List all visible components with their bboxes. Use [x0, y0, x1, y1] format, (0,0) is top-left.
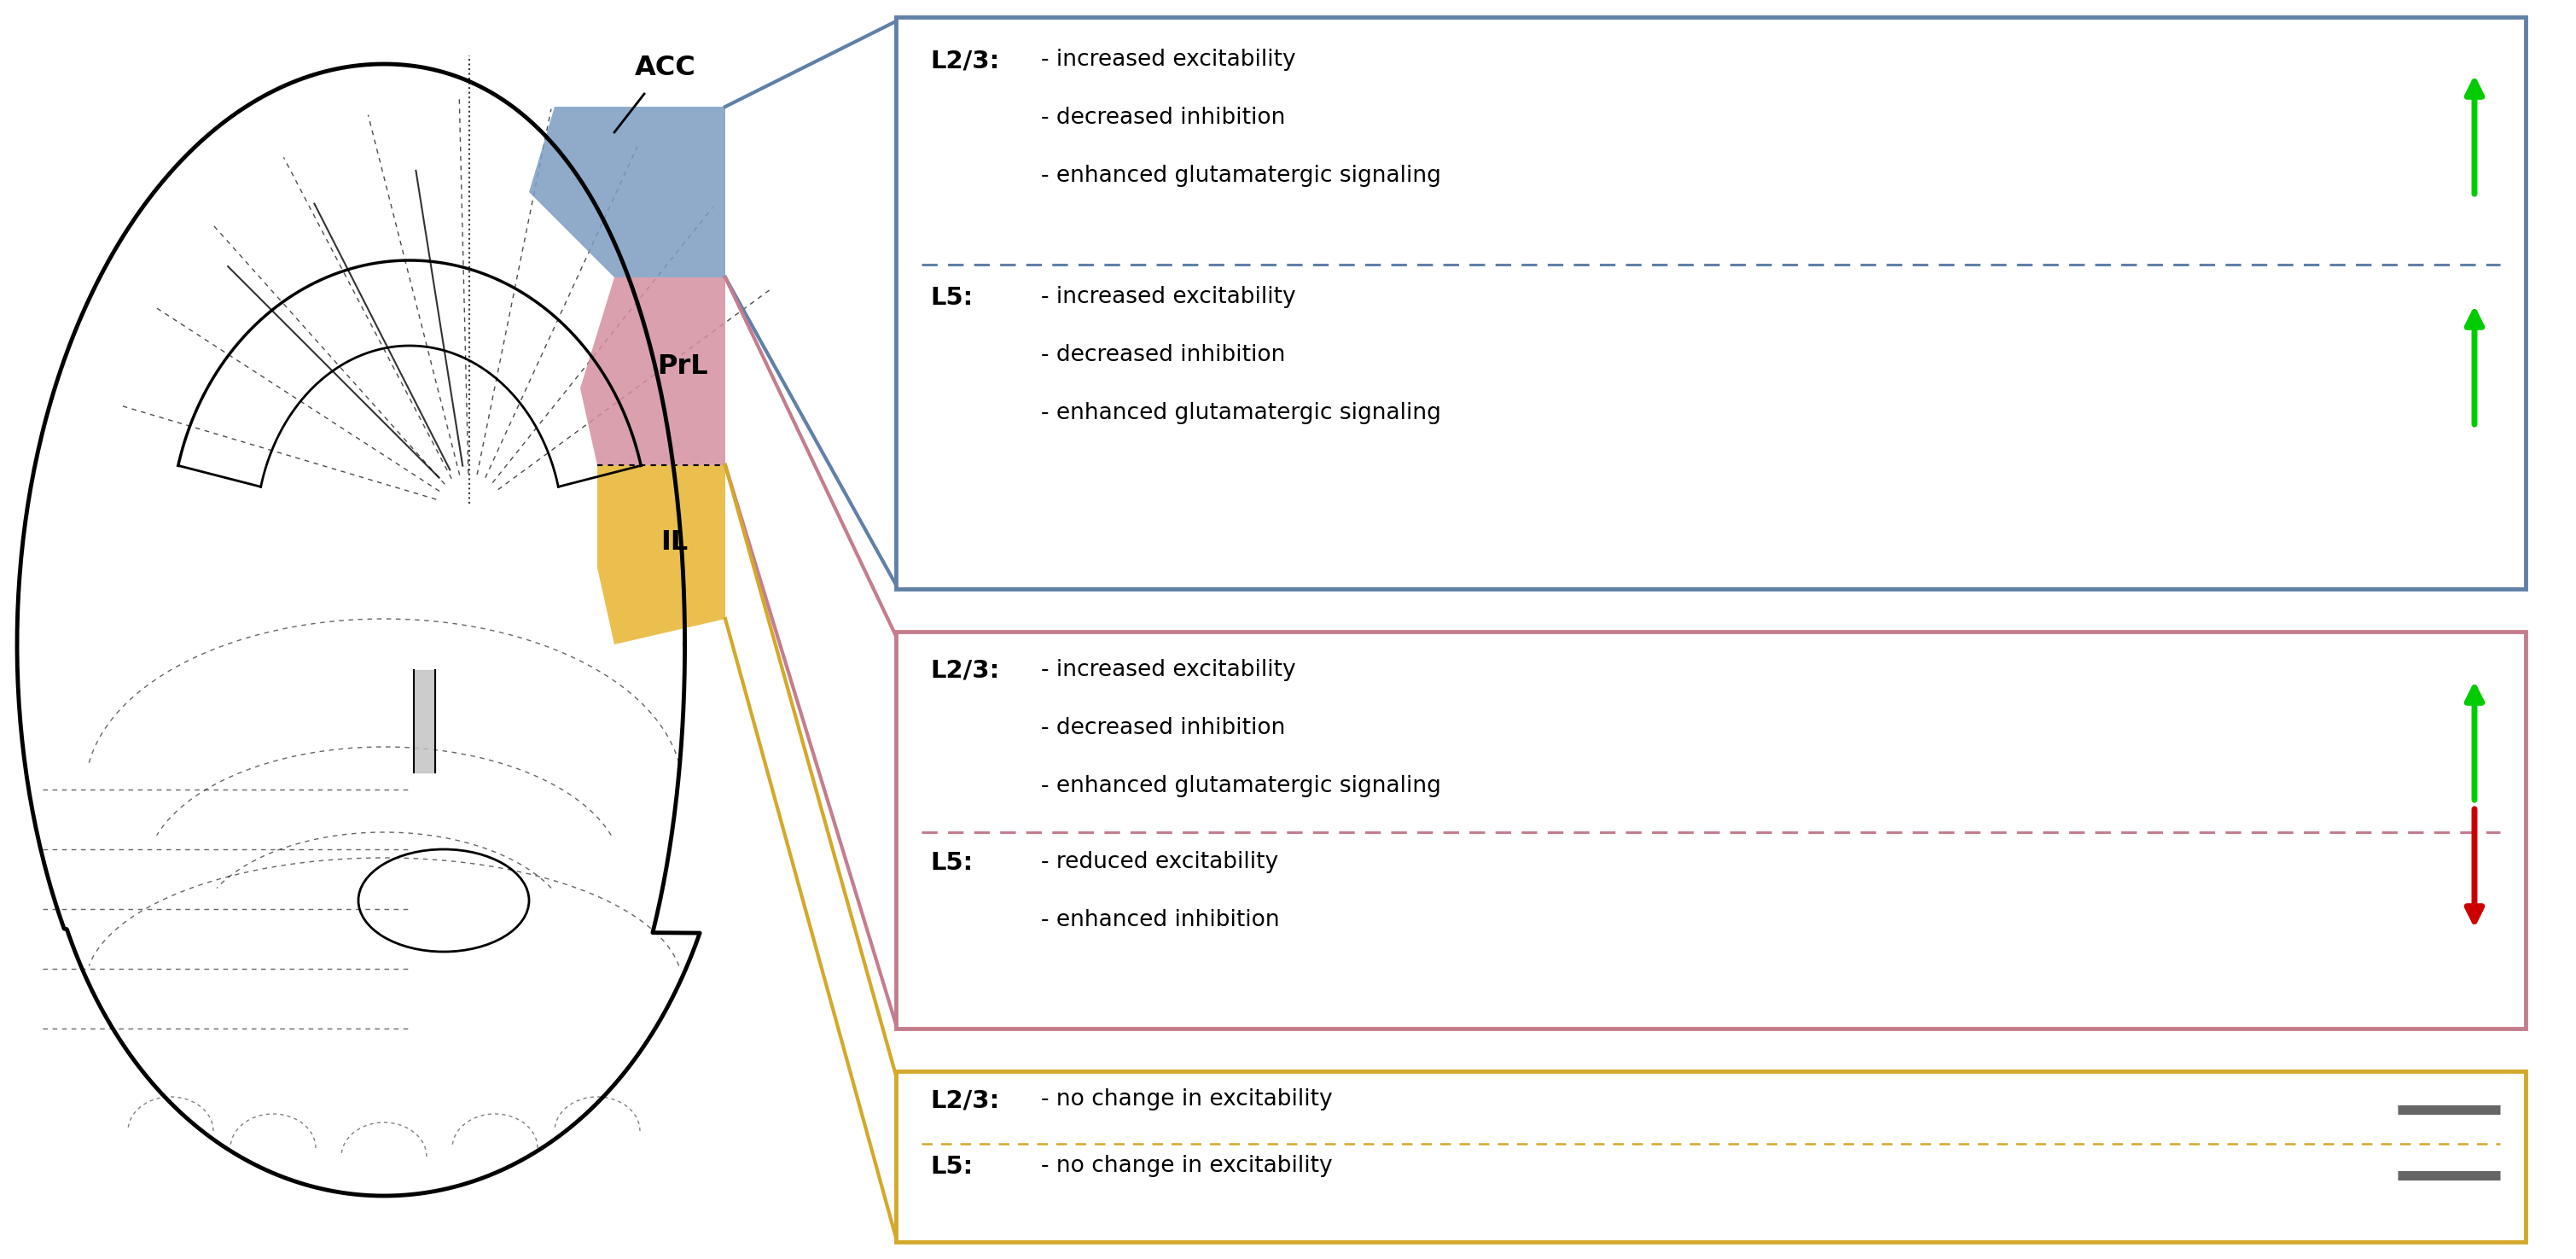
- Text: - increased excitability: - increased excitability: [1041, 49, 1296, 71]
- FancyBboxPatch shape: [896, 632, 2524, 1029]
- Text: L5:: L5:: [930, 1155, 974, 1178]
- Text: - enhanced inhibition: - enhanced inhibition: [1041, 909, 1280, 932]
- Text: L2/3:: L2/3:: [930, 49, 999, 73]
- Text: - decreased inhibition: - decreased inhibition: [1041, 344, 1285, 366]
- FancyBboxPatch shape: [896, 1071, 2524, 1241]
- Text: - decreased inhibition: - decreased inhibition: [1041, 107, 1285, 128]
- FancyBboxPatch shape: [896, 18, 2524, 589]
- Polygon shape: [598, 465, 726, 645]
- Text: - reduced excitability: - reduced excitability: [1041, 851, 1278, 874]
- Text: L5:: L5:: [930, 851, 974, 875]
- Text: L2/3:: L2/3:: [930, 658, 999, 682]
- Text: - enhanced glutamatergic signaling: - enhanced glutamatergic signaling: [1041, 165, 1440, 186]
- Text: PrL: PrL: [657, 354, 708, 380]
- Text: - increased excitability: - increased excitability: [1041, 286, 1296, 308]
- Text: - no change in excitability: - no change in excitability: [1041, 1155, 1332, 1177]
- Text: IL: IL: [659, 529, 688, 555]
- Text: L2/3:: L2/3:: [930, 1088, 999, 1112]
- Polygon shape: [415, 670, 435, 773]
- Text: L5:: L5:: [930, 286, 974, 310]
- Text: - no change in excitability: - no change in excitability: [1041, 1088, 1332, 1110]
- Text: ACC: ACC: [634, 55, 696, 82]
- Polygon shape: [580, 277, 726, 465]
- Text: - increased excitability: - increased excitability: [1041, 658, 1296, 681]
- Text: - enhanced glutamatergic signaling: - enhanced glutamatergic signaling: [1041, 402, 1440, 424]
- Text: - decreased inhibition: - decreased inhibition: [1041, 716, 1285, 739]
- Polygon shape: [528, 107, 726, 277]
- Text: - enhanced glutamatergic signaling: - enhanced glutamatergic signaling: [1041, 776, 1440, 797]
